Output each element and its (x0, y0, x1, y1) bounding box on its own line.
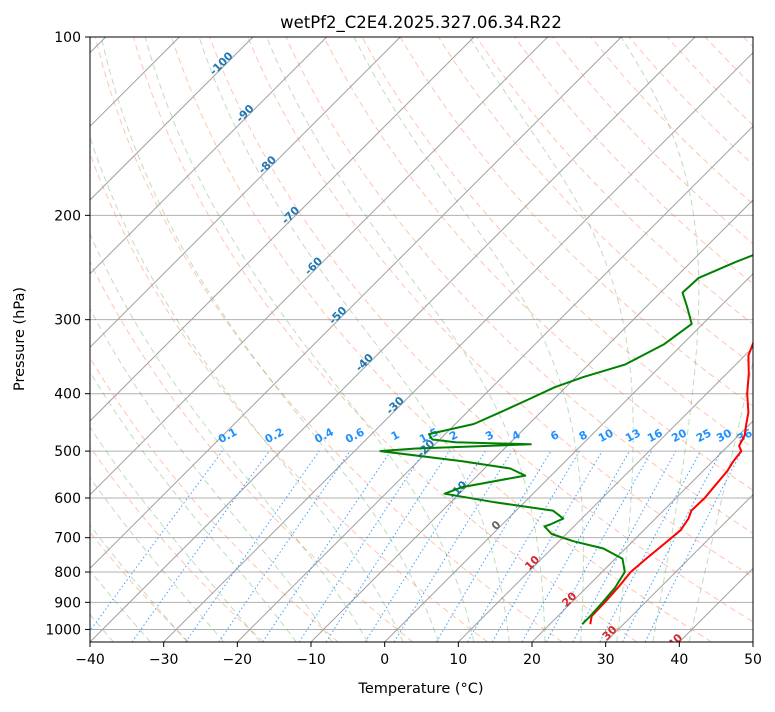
x-tick-label: 40 (670, 652, 688, 668)
x-tick-label: −20 (223, 652, 253, 668)
chart-title: wetPf2_C2E4.2025.327.06.34.R22 (280, 13, 562, 33)
y-tick-label: 900 (54, 595, 81, 611)
x-tick-label: −40 (75, 652, 105, 668)
y-tick-label: 500 (54, 444, 81, 460)
x-axis-title: Temperature (°C) (357, 681, 483, 697)
y-tick-label: 200 (54, 208, 81, 224)
x-tick-label: 50 (744, 652, 762, 668)
y-tick-label: 300 (54, 313, 81, 329)
y-tick-label: 600 (54, 491, 81, 507)
y-tick-label: 700 (54, 531, 81, 547)
x-tick-label: −10 (296, 652, 326, 668)
x-tick-label: 30 (597, 652, 615, 668)
y-axis-title: Pressure (hPa) (12, 287, 28, 391)
x-tick-label: −30 (149, 652, 179, 668)
y-tick-label: 400 (54, 387, 81, 403)
y-tick-label: 1000 (45, 622, 81, 638)
y-tick-label: 100 (54, 30, 81, 46)
y-tick-label: 800 (54, 565, 81, 581)
x-tick-label: 10 (449, 652, 467, 668)
x-tick-label: 20 (523, 652, 541, 668)
x-tick-label: 0 (380, 652, 389, 668)
